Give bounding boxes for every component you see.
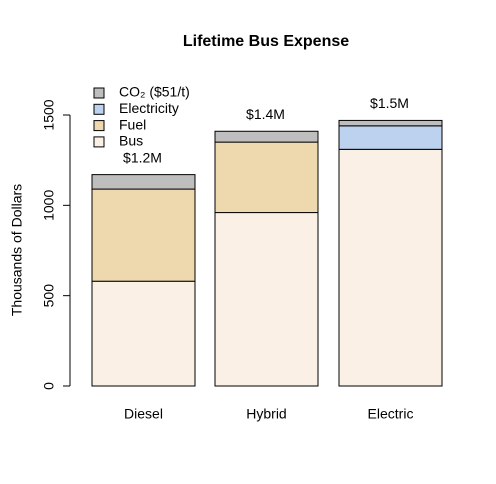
total-label: $1.2M	[123, 149, 162, 165]
x-tick-label: Diesel	[124, 406, 163, 422]
y-tick-label: 1000	[41, 190, 57, 221]
bar-segment	[91, 280, 196, 387]
legend-swatch	[93, 87, 105, 99]
legend-swatch	[93, 103, 105, 115]
chart-title: Lifetime Bus Expense	[183, 33, 349, 50]
bar-segment	[91, 174, 196, 190]
legend-label: Bus	[119, 133, 143, 149]
legend-label: CO₂ ($51/t)	[119, 84, 190, 100]
bar-segment	[214, 130, 319, 143]
bar-segment	[214, 141, 319, 214]
legend-swatch	[93, 136, 105, 148]
bar-segment	[214, 212, 319, 387]
y-tick-label: 1500	[41, 99, 57, 130]
x-tick-label: Hybrid	[246, 406, 286, 422]
y-tick-label: 0	[41, 382, 57, 390]
total-label: $1.5M	[370, 95, 409, 111]
bar-segment	[338, 119, 443, 127]
bar-segment	[91, 188, 196, 282]
bar-segment	[338, 125, 443, 150]
y-axis-label: Thousands of Dollars	[9, 184, 25, 316]
legend-swatch	[93, 120, 105, 132]
bar-segment	[338, 148, 443, 387]
total-label: $1.4M	[246, 106, 285, 122]
legend-label: Electricity	[119, 100, 179, 116]
y-tick-label: 500	[41, 284, 57, 308]
x-tick-label: Electric	[368, 406, 414, 422]
legend-label: Fuel	[119, 116, 146, 132]
